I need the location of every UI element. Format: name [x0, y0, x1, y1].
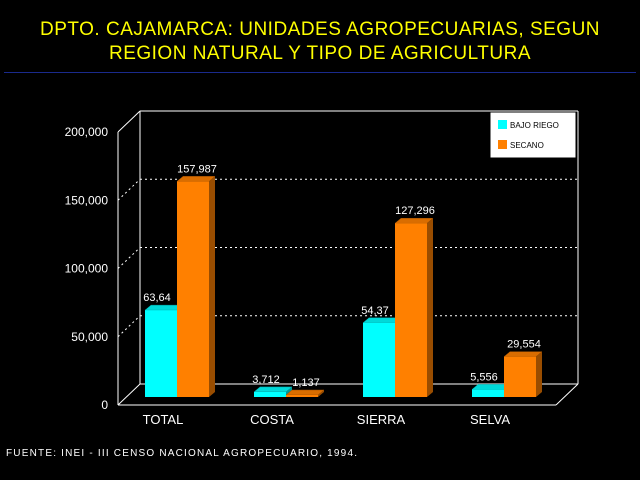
data-label: 29,554 — [507, 339, 541, 351]
bar — [253, 386, 293, 397]
data-label: 1,137 — [292, 377, 320, 389]
gridline-side — [117, 247, 141, 269]
bar-top — [394, 217, 434, 224]
chart-title-line-2: REGION NATURAL Y TIPO DE AGRICULTURA — [108, 43, 531, 64]
gridline-side — [117, 178, 141, 201]
legend: BAJO RIEGO SECANO — [489, 111, 577, 159]
gridline-side — [117, 315, 141, 338]
bar — [503, 351, 543, 397]
chart-title-line-1: DPTO. CAJAMARCA: UNIDADES AGROPECUARIAS,… — [39, 19, 601, 40]
bar-front — [504, 356, 536, 397]
side-wall-top-edge — [117, 110, 141, 133]
bar-front — [254, 391, 286, 397]
data-label: 5,556 — [470, 371, 498, 383]
bar — [394, 217, 434, 397]
y-tick-label: 50,000 — [71, 330, 108, 344]
title-divider — [4, 72, 636, 73]
data-label: 157,987 — [177, 163, 217, 175]
bars — [144, 176, 543, 397]
bar-side — [209, 176, 215, 397]
bar-front — [363, 322, 395, 397]
legend-swatch — [498, 140, 507, 149]
bar-front — [395, 223, 427, 397]
data-label: 3,712 — [252, 374, 280, 386]
legend-label: SECANO — [510, 141, 544, 150]
x-tick-label: SIERRA — [357, 412, 406, 427]
bar-top — [176, 176, 216, 182]
y-tick-label: 200,000 — [65, 125, 109, 139]
bar-front — [286, 395, 318, 397]
bar-front — [177, 181, 209, 397]
x-tick-label: COSTA — [250, 412, 294, 427]
chart-title: DPTO. CAJAMARCA: UNIDADES AGROPECUARIAS,… — [0, 18, 640, 66]
gridlines — [117, 178, 578, 338]
data-label: 127,296 — [395, 205, 435, 217]
bar-front — [145, 310, 177, 397]
x-tick-label: SELVA — [470, 412, 510, 427]
bar — [176, 176, 216, 397]
y-tick-label: 150,000 — [65, 193, 109, 207]
data-label: 54,37 — [361, 305, 389, 317]
bar-top — [503, 351, 543, 357]
floor-right-edge — [555, 383, 579, 406]
bar-top — [253, 386, 293, 393]
bar — [285, 389, 325, 397]
source-note: FUENTE: INEI - III CENSO NACIONAL AGROPE… — [6, 448, 359, 459]
bar-front — [472, 389, 504, 397]
data-label: 63,64 — [143, 292, 171, 304]
bar-side — [536, 351, 542, 397]
bar-top — [285, 389, 325, 396]
y-tick-label: 0 — [101, 398, 108, 412]
x-tick-label: TOTAL — [143, 412, 184, 427]
bar-side — [318, 390, 324, 397]
bar-side — [427, 218, 433, 397]
legend-label: BAJO RIEGO — [510, 121, 559, 130]
floor-left-edge — [117, 383, 141, 406]
legend-swatch — [498, 120, 507, 129]
y-tick-label: 100,000 — [65, 262, 109, 276]
legend-box — [489, 111, 577, 159]
